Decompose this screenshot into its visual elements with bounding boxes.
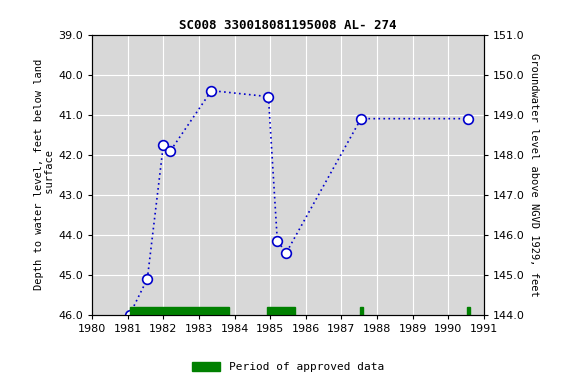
Y-axis label: Depth to water level, feet below land
 surface: Depth to water level, feet below land su… [34,59,55,290]
Y-axis label: Groundwater level above NGVD 1929, feet: Groundwater level above NGVD 1929, feet [529,53,539,296]
Title: SC008 330018081195008 AL- 274: SC008 330018081195008 AL- 274 [179,19,397,32]
Bar [130,307,229,315]
Legend: Period of approved data: Period of approved data [188,357,388,377]
Bar [267,307,295,315]
Bar [467,307,471,315]
Bar [360,307,363,315]
